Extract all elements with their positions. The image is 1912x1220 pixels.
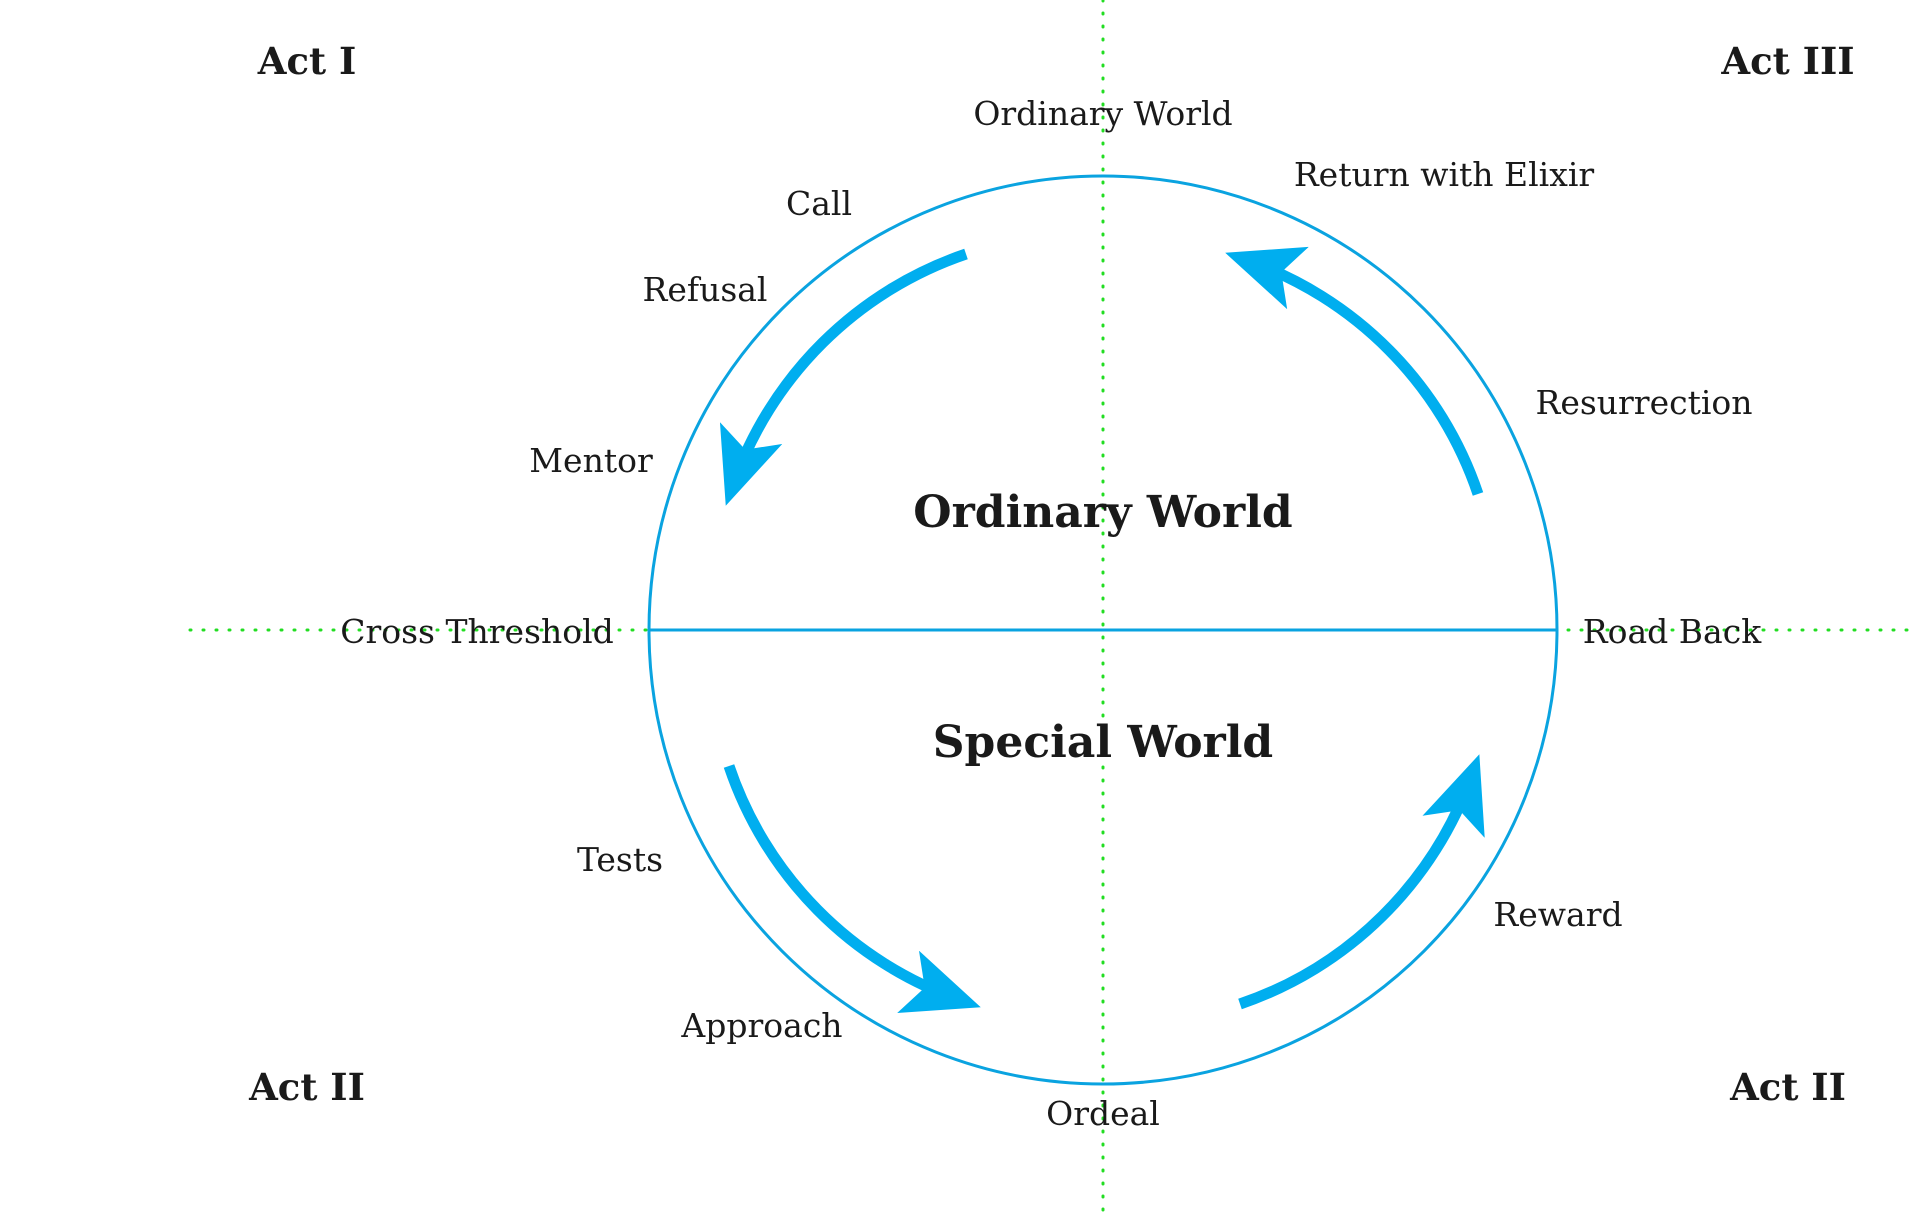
stage-label-call: Call bbox=[786, 184, 852, 223]
stage-label-refusal: Refusal bbox=[642, 270, 767, 309]
act-label-top-left: Act I bbox=[257, 39, 357, 83]
stage-label-return-with-elixir: Return with Elixir bbox=[1294, 155, 1595, 194]
act-label-bottom-right: Act II bbox=[1729, 1065, 1846, 1109]
act-label-bottom-left: Act II bbox=[248, 1065, 365, 1109]
arrow-lower-right bbox=[1238, 754, 1485, 1010]
stage-label-road-back: Road Back bbox=[1583, 612, 1762, 651]
stage-label-approach: Approach bbox=[680, 1006, 842, 1045]
stage-label-reward: Reward bbox=[1493, 895, 1622, 934]
arrow-upper-left bbox=[719, 248, 968, 506]
arrow-upper-right bbox=[1225, 246, 1484, 496]
stage-label-mentor: Mentor bbox=[529, 441, 653, 480]
stage-label-ordeal: Ordeal bbox=[1046, 1094, 1160, 1133]
stage-label-ordinary-world: Ordinary World bbox=[973, 94, 1232, 133]
world-label-special: Special World bbox=[933, 717, 1273, 768]
stage-label-cross-threshold: Cross Threshold bbox=[340, 612, 614, 651]
stage-label-tests: Tests bbox=[577, 840, 663, 879]
arrow-lower-left bbox=[723, 764, 981, 1013]
act-label-top-right: Act III bbox=[1720, 39, 1854, 83]
world-label-ordinary: Ordinary World bbox=[913, 487, 1292, 538]
stage-label-resurrection: Resurrection bbox=[1535, 383, 1752, 422]
